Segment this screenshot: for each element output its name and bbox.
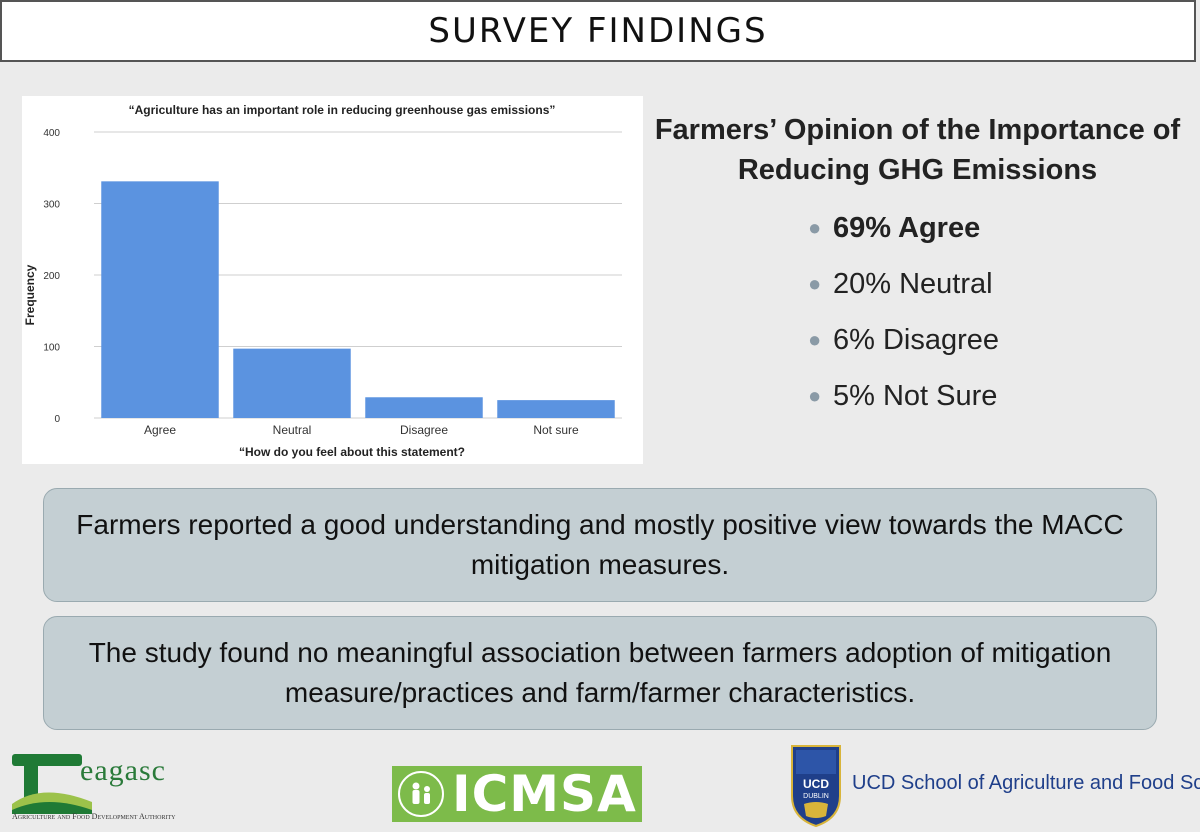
bar-chart-svg: “Agriculture has an important role in re… (23, 103, 622, 459)
y-tick-label: 400 (43, 128, 60, 139)
y-tick-label: 100 (43, 343, 60, 354)
bullet-icon: ● (808, 215, 822, 240)
chart-y-ticks: 0 100 200 300 400 (43, 128, 60, 425)
page-title: SURVEY FINDINGS (428, 11, 768, 51)
bullet-icon: ● (808, 327, 822, 352)
icmsa-logo: ICMSA (392, 765, 642, 823)
opinion-title: Farmers’ Opinion of the Importance of Re… (645, 110, 1190, 190)
opinion-title-line-2: Reducing GHG Emissions (737, 154, 1098, 186)
svg-text:UCD: UCD (803, 777, 829, 791)
x-tick-label: Disagree (400, 423, 448, 437)
opinion-item-text: 69% Agree (833, 212, 981, 244)
teagasc-tagline: Agriculture and Food Development Authori… (12, 812, 176, 821)
icmsa-wordmark: ICMSA (452, 765, 637, 823)
x-tick-label: Not sure (533, 423, 579, 437)
opinion-item: ● 5% Not Sure (645, 368, 1190, 424)
y-tick-label: 300 (43, 200, 60, 211)
opinion-title-line-1: Farmers’ Opinion of the Importance of (654, 114, 1181, 146)
icmsa-seal-icon (398, 771, 444, 817)
opinion-item-text: 20% Neutral (833, 268, 993, 300)
chart-x-axis-label: “How do you feel about this statement? (239, 445, 465, 459)
chart-bars (101, 181, 615, 418)
bullet-icon: ● (808, 271, 822, 296)
opinion-item-text: 6% Disagree (833, 324, 1000, 356)
bar-neutral (233, 348, 351, 418)
opinion-item: ● 20% Neutral (645, 256, 1190, 312)
bar-not-sure (497, 400, 615, 418)
opinion-panel: Farmers’ Opinion of the Importance of Re… (645, 110, 1190, 424)
opinion-list: ● 69% Agree ● 20% Neutral ● 6% Disagree ● 5%… (645, 200, 1190, 424)
bar-disagree (365, 397, 483, 418)
ucd-school-name: UCD School of Agriculture and Food Scien… (852, 772, 1200, 794)
bar-agree (101, 181, 219, 418)
teagasc-mark-icon (12, 754, 92, 814)
teagasc-wordmark: eagasc (80, 754, 166, 787)
bar-chart: “Agriculture has an important role in re… (22, 96, 643, 464)
y-tick-label: 0 (54, 414, 60, 425)
chart-title: “Agriculture has an important role in re… (129, 103, 556, 117)
opinion-item-text: 5% Not Sure (833, 380, 998, 412)
title-bar: SURVEY FINDINGS (0, 0, 1196, 62)
finding-callout: Farmers reported a good understanding an… (43, 488, 1157, 602)
chart-y-axis-label: Frequency (23, 264, 37, 325)
svg-text:DUBLIN: DUBLIN (803, 793, 829, 800)
ucd-shield-icon: UCD DUBLIN (791, 745, 841, 828)
chart-x-ticks: Agree Neutral Disagree Not sure (144, 423, 579, 437)
y-tick-label: 200 (43, 271, 60, 282)
x-tick-label: Agree (144, 423, 176, 437)
finding-text: Farmers reported a good understanding an… (76, 509, 1124, 580)
finding-callout: The study found no meaningful associatio… (43, 616, 1157, 730)
teagasc-logo: eagasc Agriculture and Food Development … (12, 752, 182, 824)
bullet-icon: ● (808, 383, 822, 408)
finding-text: The study found no meaningful associatio… (88, 637, 1112, 708)
opinion-item: ● 69% Agree (645, 200, 1190, 256)
x-tick-label: Neutral (273, 423, 312, 437)
logo-footer: eagasc Agriculture and Food Development … (0, 742, 1200, 832)
opinion-item: ● 6% Disagree (645, 312, 1190, 368)
